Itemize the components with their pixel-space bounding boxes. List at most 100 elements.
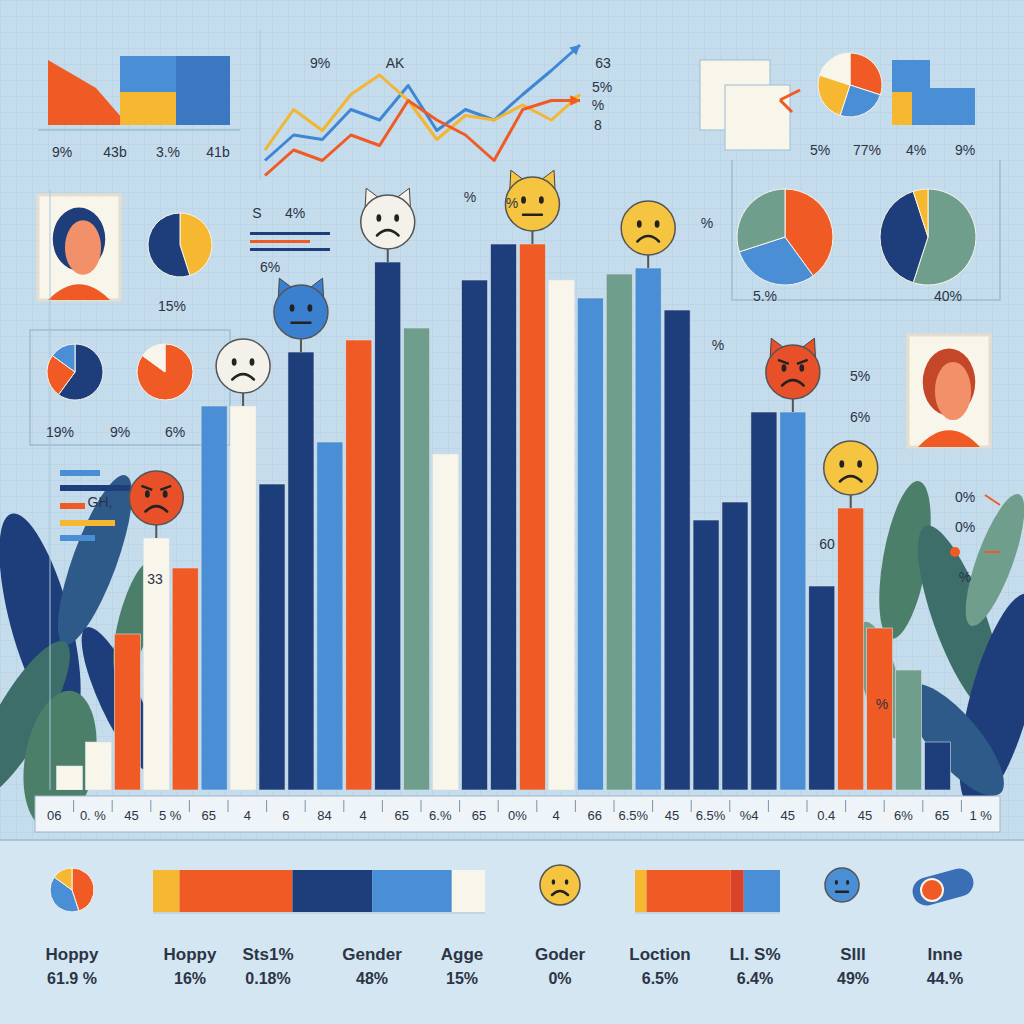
- bar: [288, 352, 314, 790]
- axis-strip: [35, 796, 1000, 832]
- annotation: %: [876, 696, 888, 712]
- annotation: 77%: [853, 142, 881, 158]
- annotation: 9%: [955, 142, 975, 158]
- emoji-face: [825, 868, 859, 902]
- lines: [265, 45, 580, 176]
- footer-value: 15%: [446, 970, 478, 987]
- annotation: 8: [594, 117, 602, 133]
- toggle-knob: [921, 879, 943, 901]
- eye: [145, 490, 150, 498]
- leaf: [891, 670, 1019, 809]
- deco-legend-bar: [60, 470, 100, 476]
- deco-legend-bar: [60, 520, 115, 526]
- footer-label: Gender: [342, 945, 402, 964]
- deco-legend-bar: [250, 232, 330, 235]
- footer-value: 6.5%: [642, 970, 678, 987]
- eye: [250, 358, 255, 366]
- emoji-face: [216, 339, 270, 393]
- face-circle: [361, 195, 415, 249]
- line-series: [265, 101, 580, 176]
- strip-label: %4: [740, 808, 759, 823]
- strip-separator: [922, 800, 923, 812]
- strip-label: 6.%: [429, 808, 452, 823]
- strip-separator: [228, 800, 229, 812]
- bar-segment: [292, 870, 372, 912]
- annotation: %: [959, 569, 971, 585]
- eye: [846, 880, 849, 885]
- strip-separator: [961, 800, 962, 812]
- mouth: [840, 476, 862, 481]
- eye: [394, 214, 399, 222]
- arrow-head: [569, 95, 580, 105]
- annotation: 33: [147, 571, 163, 587]
- pie: [148, 213, 212, 277]
- emoji-face: [129, 471, 183, 525]
- strip-label: 6.5%: [696, 808, 726, 823]
- deco-legend-bar: [60, 535, 95, 541]
- pie: [737, 189, 833, 285]
- pie-slice: [148, 213, 190, 277]
- eye: [857, 460, 862, 468]
- bar: [490, 244, 516, 790]
- footer-panel: [0, 840, 1024, 1024]
- x-axis-line: [153, 913, 485, 914]
- eye: [290, 304, 295, 312]
- bar: [462, 280, 488, 790]
- stacked-bar: [153, 870, 485, 912]
- pie: [50, 868, 94, 912]
- footer-value: 16%: [174, 970, 206, 987]
- strip-label: 0%: [508, 808, 527, 823]
- annotation: 6%: [850, 409, 870, 425]
- footer-label: Inne: [928, 945, 963, 964]
- face-circle: [274, 285, 328, 339]
- bar: [577, 298, 603, 790]
- eye: [539, 196, 544, 204]
- emoji-face: [540, 865, 580, 905]
- eye: [307, 304, 312, 312]
- bar: [867, 628, 893, 790]
- strip-label: 0.4: [817, 808, 835, 823]
- bar: [317, 442, 343, 790]
- strip-separator: [266, 800, 267, 812]
- strip-separator: [150, 800, 151, 812]
- annotation: 5%: [592, 79, 612, 95]
- panel-frame: [38, 129, 240, 131]
- strip-separator: [498, 800, 499, 812]
- face-circle: [540, 865, 580, 905]
- eye: [839, 460, 844, 468]
- portrait-frame: [908, 335, 990, 447]
- footer-value: 49%: [837, 970, 869, 987]
- pie-slice: [54, 868, 72, 890]
- strip-label: 6.5%: [618, 808, 648, 823]
- bar: [433, 454, 459, 790]
- annotation: GH,: [88, 494, 113, 510]
- face-circle: [824, 441, 878, 495]
- strip-separator: [884, 800, 885, 812]
- bar: [143, 538, 169, 790]
- annotation: 0%: [955, 489, 975, 505]
- face-circle: [825, 868, 859, 902]
- strip-label: 45: [780, 808, 794, 823]
- toggle-icon: [909, 865, 976, 908]
- pie-slice: [52, 344, 75, 372]
- bar: [838, 508, 864, 790]
- pie: [818, 53, 882, 117]
- bar: [635, 268, 661, 790]
- pie: [880, 189, 976, 285]
- strip-separator: [305, 800, 306, 812]
- x-axis-line: [635, 913, 780, 914]
- line-series: [265, 75, 580, 150]
- emoji-face: [824, 441, 878, 495]
- bar: [172, 568, 198, 790]
- strip-label: 5 %: [159, 808, 182, 823]
- footer-value: 6.4%: [737, 970, 773, 987]
- footer-label: Agge: [441, 945, 484, 964]
- bar: [780, 412, 806, 790]
- strip-label: 45: [858, 808, 872, 823]
- face-circle: [216, 339, 270, 393]
- footer-value: 48%: [356, 970, 388, 987]
- annotation: 15%: [158, 298, 186, 314]
- annotation: %: [506, 195, 518, 211]
- mouth: [145, 506, 167, 511]
- emoji-face: [505, 170, 559, 231]
